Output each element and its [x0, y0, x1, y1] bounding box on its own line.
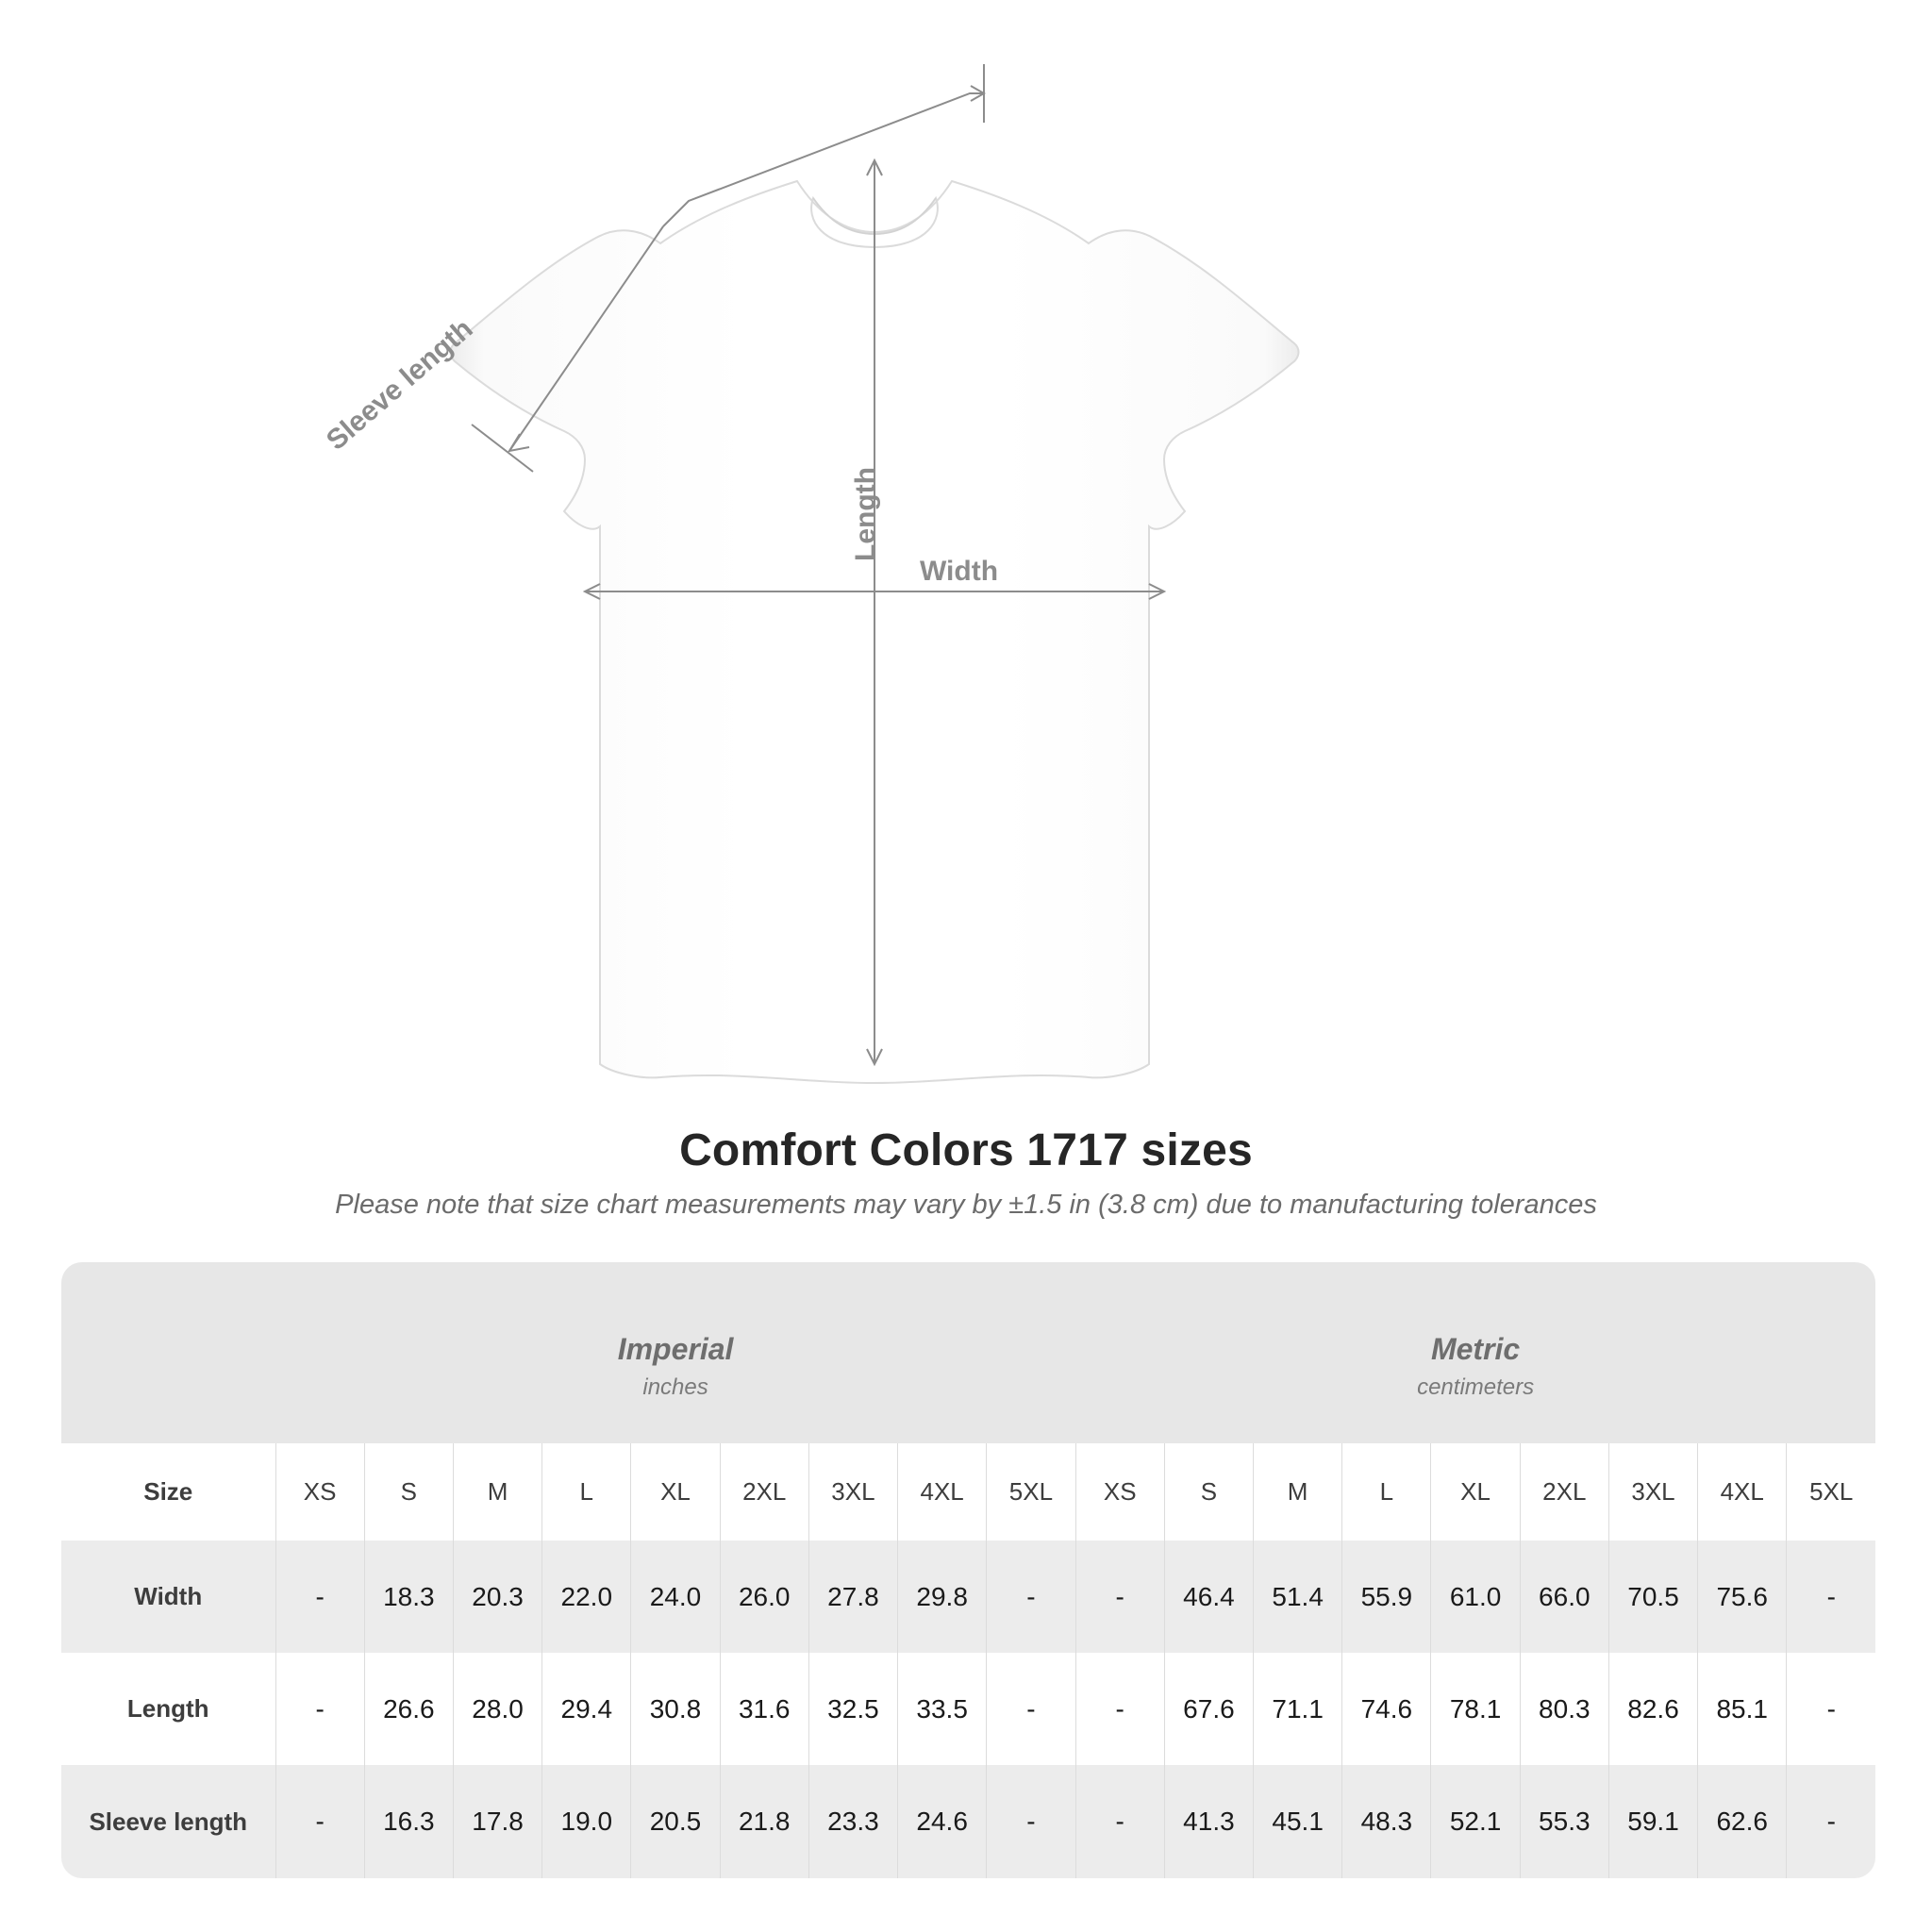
svg-text:Width: Width — [920, 556, 998, 587]
svg-text:Sleeve length: Sleeve length — [321, 313, 479, 457]
svg-text:Length: Length — [850, 467, 881, 561]
